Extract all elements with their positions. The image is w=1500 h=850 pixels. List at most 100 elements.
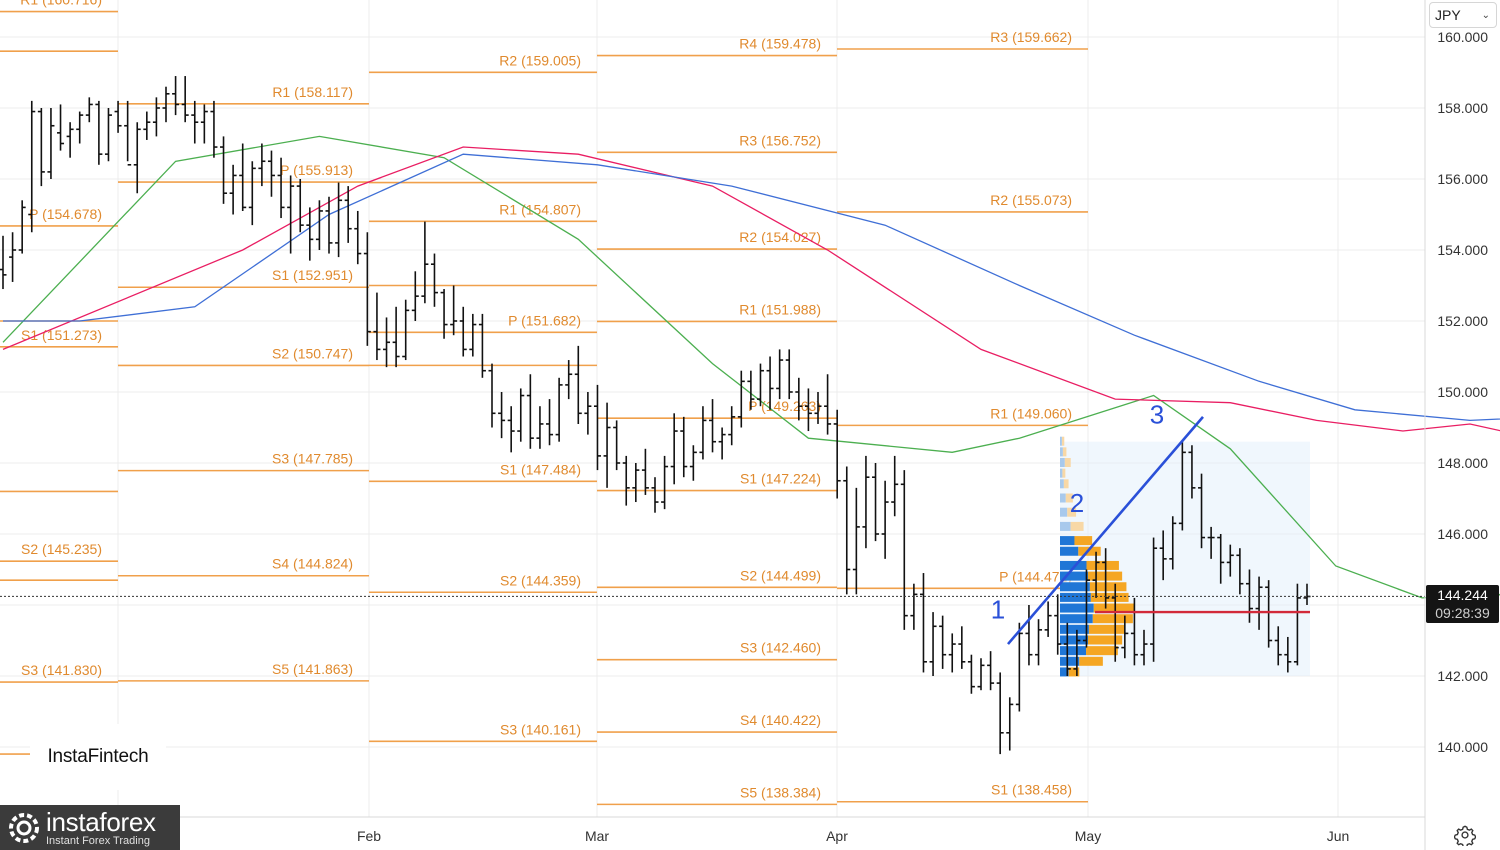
pivot-level-label: S2 (144.499): [740, 567, 821, 583]
volume-profile-bar-sell: [1093, 603, 1135, 613]
y-axis-tick-label: 146.000: [1437, 526, 1488, 542]
volume-profile-bar-buy: [1060, 624, 1089, 634]
pivot-level-label: R1 (160.716): [20, 0, 102, 8]
pivot-level-label: S5 (141.863): [272, 661, 353, 677]
volume-profile-bar-buy: [1060, 656, 1080, 666]
x-axis-tick-label: Jun: [1327, 828, 1350, 844]
x-axis-tick-label: Mar: [585, 828, 609, 844]
volume-profile-bar-buy: [1060, 546, 1079, 556]
volume-profile-bar-sell: [1086, 646, 1118, 656]
pivot-level-label: S2 (145.235): [21, 541, 102, 557]
volume-profile-bar-buy: [1060, 436, 1062, 446]
instaforex-tagline: Instant Forex Trading: [46, 834, 150, 847]
pivot-level-label: R4 (159.478): [739, 36, 821, 52]
volume-profile-bar-buy: [1060, 667, 1069, 677]
pivot-level-label: P (155.913): [280, 162, 353, 178]
y-axis-tick-label: 142.000: [1437, 668, 1488, 684]
candle-countdown: 09:28:39: [1435, 605, 1490, 621]
x-axis-tick-label: Apr: [826, 828, 848, 844]
pivot-level-label: S1 (147.484): [500, 461, 581, 477]
volume-profile-bar-sell: [1078, 546, 1101, 556]
pivot-level-label: P (154.678): [29, 206, 102, 222]
volume-profile-bar-sell: [1070, 521, 1084, 531]
y-axis-tick-label: 140.000: [1437, 739, 1488, 755]
volume-profile-bar-buy: [1060, 468, 1063, 478]
pivot-level-label: S2 (150.747): [272, 345, 353, 361]
pivot-level-label: S3 (141.830): [21, 662, 102, 678]
volume-profile-bar-buy: [1060, 493, 1066, 503]
moving-average-line: [2, 135, 1500, 599]
volume-profile-bar-sell: [1062, 468, 1066, 478]
volume-profile-bar-buy: [1060, 582, 1090, 592]
y-axis-tick-label: 158.000: [1437, 100, 1488, 116]
volume-profile-bar-buy: [1060, 571, 1088, 581]
volume-profile-bar-sell: [1062, 447, 1067, 457]
y-axis-tick-label: 154.000: [1437, 242, 1488, 258]
volume-profile-bar-buy: [1060, 521, 1071, 531]
moving-average-line: [3, 153, 1500, 422]
pivot-level-label: R3 (159.662): [990, 29, 1072, 45]
volume-profile-bar-sell: [1092, 614, 1133, 624]
currency-select[interactable]: JPY ⌄: [1429, 2, 1497, 28]
volume-profile-bar-sell: [1067, 507, 1077, 517]
y-axis-tick-label: 160.000: [1437, 29, 1488, 45]
pivot-level-label: P (149.263): [748, 398, 821, 414]
instaforex-emblem-icon: [9, 812, 39, 843]
volume-profile-bar-sell: [1065, 493, 1073, 503]
pivot-level-label: P (151.682): [508, 312, 581, 328]
gear-icon[interactable]: [1454, 824, 1476, 846]
volume-profile-bar-buy: [1060, 603, 1094, 613]
pivot-level-label: R2 (154.027): [739, 229, 821, 245]
pivot-level-label: R3 (156.752): [739, 132, 821, 148]
pivot-level-label: S1 (151.273): [21, 327, 102, 343]
instafintech-logo: InstaFintech: [30, 724, 166, 790]
trendline: [1007, 416, 1204, 645]
pivot-level-label: R1 (154.807): [499, 201, 581, 217]
y-axis-tick-label: 148.000: [1437, 455, 1488, 471]
pivot-level-label: S4 (144.824): [272, 556, 353, 572]
pivot-level-label: S3 (147.785): [272, 451, 353, 467]
volume-profile-bar-buy: [1060, 507, 1068, 517]
pivot-level-label: S2 (144.359): [500, 572, 581, 588]
pivot-level-label: S1 (147.224): [740, 471, 821, 487]
y-axis-tick-label: 152.000: [1437, 313, 1488, 329]
pivot-level-label: R1 (149.060): [990, 405, 1072, 421]
instafintech-text: InstaFintech: [47, 746, 149, 767]
volume-profile-bar-sell: [1068, 667, 1080, 677]
volume-profile-bar-sell: [1088, 624, 1125, 634]
currency-label: JPY: [1435, 7, 1461, 23]
volume-profile-bar-buy: [1060, 458, 1065, 467]
volume-profile-bar-sell: [1063, 479, 1069, 489]
pivot-level-label: R1 (158.117): [272, 84, 353, 100]
volume-profile-bar-buy: [1060, 479, 1064, 489]
pivot-level-label: S1 (152.951): [272, 267, 353, 283]
current-price-badge: 144.244 09:28:39: [1426, 585, 1499, 623]
volume-profile-bar-sell: [1089, 582, 1127, 592]
pivot-level-label: R1 (151.988): [739, 301, 821, 317]
pivot-level-label: P (144.471): [999, 568, 1072, 584]
chevron-down-icon: ⌄: [1481, 9, 1490, 21]
volume-profile-bar-buy: [1060, 560, 1087, 570]
volume-profile-bar-sell: [1079, 656, 1103, 666]
pivot-level-label: S4 (140.422): [740, 712, 821, 728]
volume-profile-bar-sell: [1090, 592, 1129, 602]
x-axis-tick-label: Feb: [357, 828, 381, 844]
volume-profile-bar-sell: [1086, 560, 1119, 570]
volume-profile-bar-buy: [1060, 635, 1088, 645]
pivot-level-label: S3 (140.161): [500, 721, 581, 737]
volume-profile-bar-sell: [1087, 635, 1123, 645]
current-price-value: 144.244: [1437, 587, 1488, 603]
pivot-level-label: S1 (138.458): [991, 782, 1072, 798]
volume-profile-bar-buy: [1060, 447, 1063, 457]
pivot-level-label: S5 (138.384): [740, 784, 821, 800]
instaforex-name: instaforex: [46, 806, 156, 837]
volume-profile-bar-sell: [1064, 458, 1071, 467]
pivot-level-label: R2 (155.073): [990, 192, 1072, 208]
volume-profile-bar-buy: [1060, 536, 1075, 546]
wave-label: 2: [1070, 488, 1084, 518]
volume-profile-bar-sell: [1061, 436, 1065, 446]
volume-profile-bar-buy: [1060, 614, 1093, 624]
volume-profile-bar-sell: [1074, 536, 1093, 546]
instaforex-logo: instaforex Instant Forex Trading: [0, 805, 180, 850]
